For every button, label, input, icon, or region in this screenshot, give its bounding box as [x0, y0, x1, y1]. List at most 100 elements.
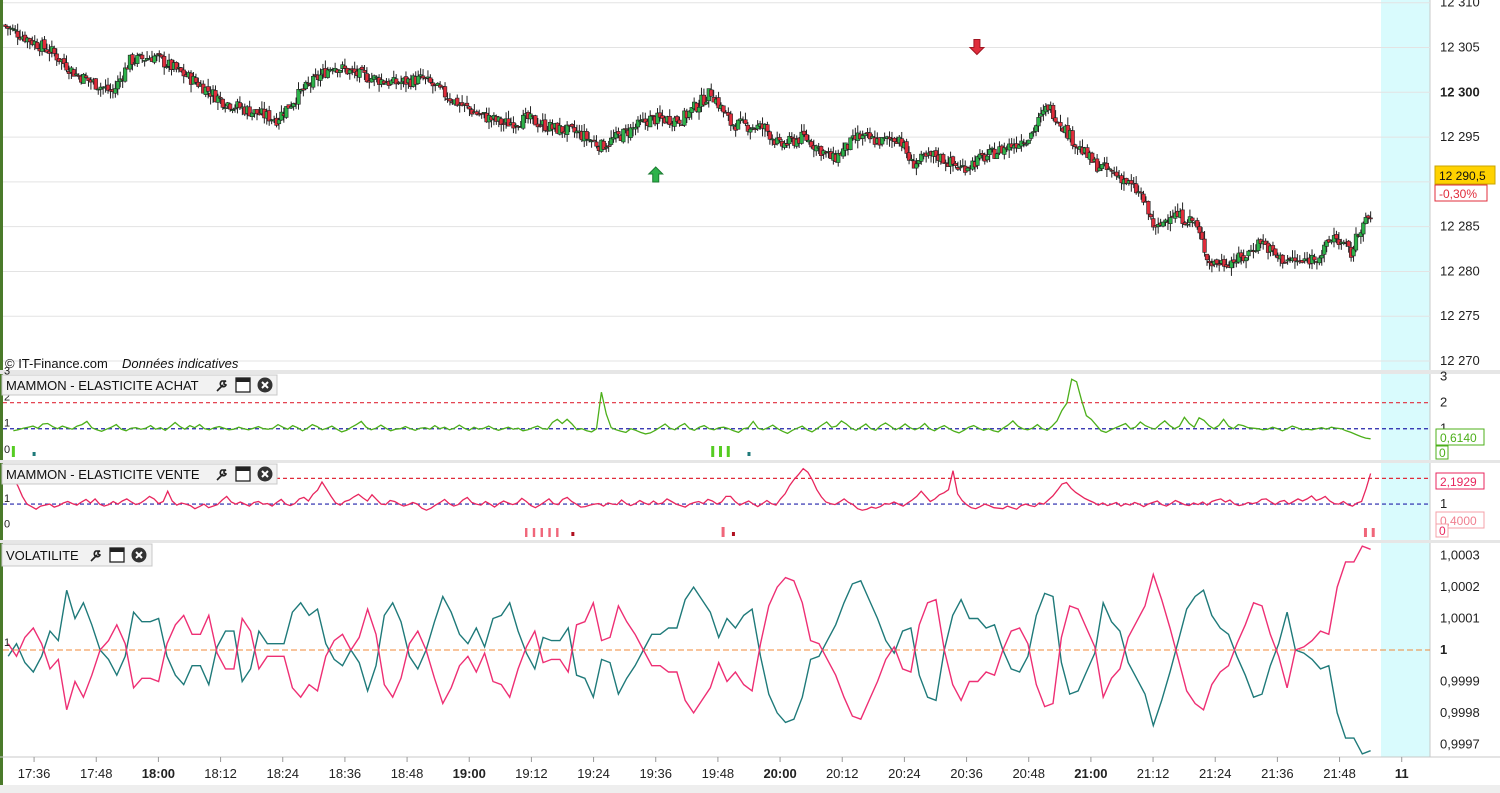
price-candle [223, 103, 228, 113]
price-axis-tick: 12 310 [1440, 0, 1480, 10]
price-candle [71, 68, 76, 77]
elasticite-vente-panel[interactable] [3, 467, 1430, 537]
price-candle [1146, 200, 1151, 221]
wrench-icon[interactable] [216, 469, 228, 481]
candle-body [565, 124, 570, 135]
price-candle [672, 115, 677, 132]
price-candle [709, 83, 714, 97]
achat-signal-dot [32, 452, 36, 456]
candle-body [743, 119, 748, 124]
price-candle [591, 135, 597, 142]
price-candle [867, 127, 873, 144]
price-candle [1368, 211, 1373, 223]
price-candle [689, 107, 694, 120]
candle-body [784, 143, 790, 146]
time-axis-tick: 21:12 [1137, 766, 1170, 781]
price-candle [1204, 253, 1210, 266]
close-icon[interactable] [257, 377, 273, 393]
price-candle [289, 101, 294, 110]
candle-body [701, 94, 707, 106]
candle-body [398, 81, 404, 85]
candle-body [591, 139, 597, 142]
candle-body [914, 163, 919, 169]
wrench-icon[interactable] [216, 380, 228, 392]
candle-body [1002, 147, 1007, 155]
price-candle [137, 53, 142, 57]
candle-body [1029, 132, 1034, 139]
volatility-series-line [7, 579, 1371, 755]
close-icon[interactable] [131, 547, 147, 563]
scrollbar-track[interactable] [0, 785, 1500, 793]
price-candle [775, 131, 780, 146]
price-candle [980, 150, 985, 161]
candle-body [606, 145, 611, 148]
price-candle [115, 75, 120, 96]
price-candle [1114, 166, 1119, 180]
price-candle [394, 74, 399, 90]
candle-body [635, 119, 641, 128]
indicator-left-tick: 1 [4, 418, 10, 430]
price-candle [513, 123, 518, 134]
price-candle [977, 149, 982, 161]
volatilite-panel[interactable] [3, 545, 1430, 755]
window-icon[interactable] [235, 466, 251, 482]
candle-body [955, 166, 961, 170]
close-icon[interactable] [257, 466, 273, 482]
price-candle [601, 138, 606, 150]
candle-body [179, 67, 184, 72]
price-candle [1221, 255, 1227, 272]
price-candle [616, 127, 621, 139]
price-candle [1129, 174, 1134, 192]
price-candle [643, 112, 648, 130]
candle-body [193, 77, 199, 83]
price-panel[interactable] [3, 23, 1373, 276]
candle-body [230, 109, 235, 111]
window-icon[interactable] [235, 377, 251, 393]
price-candle [1334, 230, 1339, 244]
candle-body [5, 26, 10, 29]
candle-body [1070, 130, 1075, 146]
candle-body [1312, 256, 1317, 261]
sell-signal-arrow-icon [968, 39, 986, 56]
candle-body [1190, 217, 1195, 221]
candle-body [977, 153, 982, 159]
candle-body [1351, 248, 1356, 257]
price-candle [140, 51, 145, 63]
volatilite-panel-header: VOLATILITE [1, 543, 153, 567]
candle-body [357, 68, 362, 78]
candle-body [775, 137, 780, 145]
window-icon[interactable] [109, 547, 125, 563]
candle-body [359, 66, 365, 70]
price-candle [841, 142, 846, 159]
price-candle [1016, 143, 1022, 149]
price-candle [1229, 256, 1234, 276]
price-candle [1283, 261, 1288, 264]
price-candle [604, 143, 609, 153]
candle-body [467, 106, 472, 110]
vente-signal-marker [556, 528, 559, 537]
candle-body [867, 132, 873, 140]
candle-body [162, 56, 167, 68]
achat-last-value-badge: 0,6140 0 [1435, 428, 1485, 460]
candle-body [906, 152, 912, 161]
candle-body [655, 112, 660, 124]
price-candle [880, 137, 885, 147]
candle-body [1207, 260, 1212, 264]
price-candle [1285, 255, 1290, 265]
elasticite-achat-panel[interactable] [3, 378, 1430, 457]
candle-body [704, 101, 709, 105]
candle-body [1324, 240, 1329, 247]
price-candle [657, 105, 663, 122]
candle-body [1300, 259, 1305, 263]
achat-zero-value: 0 [1439, 446, 1446, 460]
credit-source: © IT-Finance.com [5, 356, 108, 371]
candle-body [958, 166, 963, 169]
price-axis-tick: 12 295 [1440, 129, 1480, 144]
wrench-icon[interactable] [90, 550, 102, 562]
time-axis-tick: 20:00 [763, 766, 796, 781]
achat-signal-marker [718, 446, 722, 457]
candle-body [587, 139, 592, 141]
price-candle [164, 64, 169, 69]
price-candle [301, 84, 306, 97]
